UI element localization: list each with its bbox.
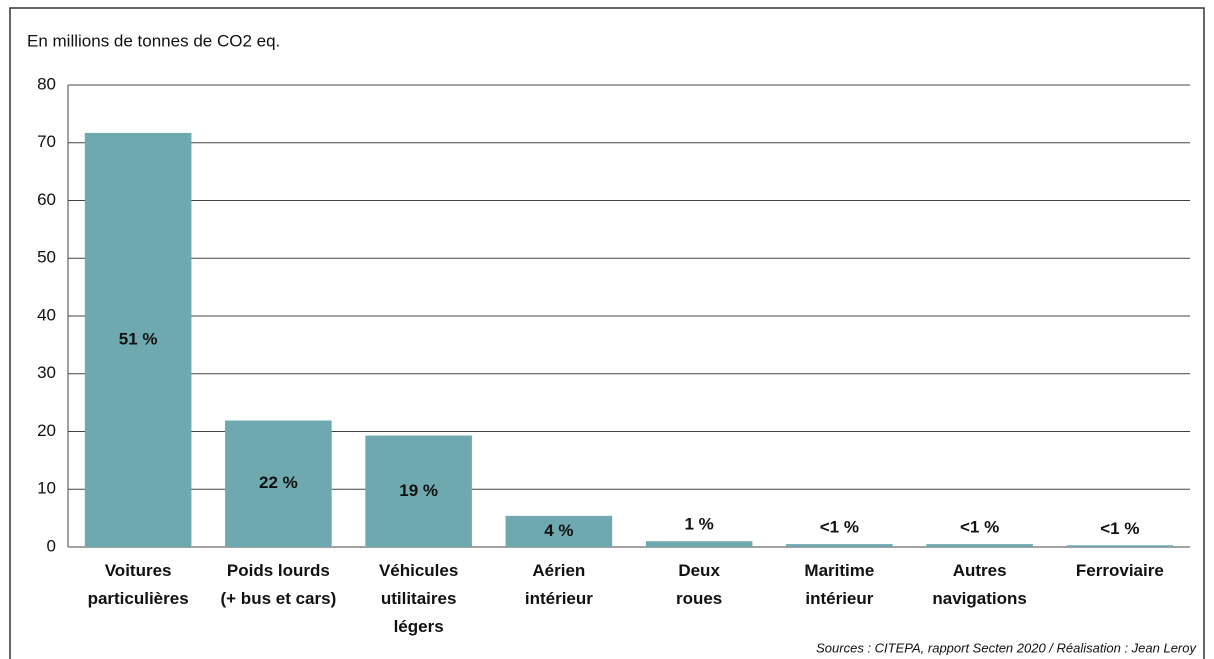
data-label: 19 % <box>399 481 438 500</box>
data-label: 51 % <box>119 329 158 348</box>
x-tick-label: Deux roues <box>676 561 722 608</box>
x-tick-label: Autres navigations <box>932 561 1026 608</box>
data-label: <1 % <box>820 518 859 537</box>
chart-title: En millions de tonnes de CO2 eq. <box>27 31 280 50</box>
y-tick-label: 60 <box>37 190 56 209</box>
y-tick-label: 50 <box>37 248 56 267</box>
bar <box>786 544 893 547</box>
x-tick-line: légers <box>394 617 444 636</box>
bar <box>926 544 1033 547</box>
y-tick-label: 70 <box>37 132 56 151</box>
y-tick-label: 10 <box>37 479 56 498</box>
x-tick-label: Voitures particulières <box>88 561 189 608</box>
data-label: 22 % <box>259 473 298 492</box>
x-tick-line: Poids lourds <box>227 561 330 580</box>
y-tick-label: 30 <box>37 363 56 382</box>
x-tick-line: intérieur <box>525 589 593 608</box>
data-label: 1 % <box>684 515 713 534</box>
y-tick-label: 20 <box>37 421 56 440</box>
x-tick-line: navigations <box>932 589 1026 608</box>
y-tick-label: 40 <box>37 305 56 324</box>
y-tick-label: 80 <box>37 74 56 93</box>
bar <box>1066 545 1174 547</box>
bar <box>225 420 332 547</box>
x-tick-line: Maritime <box>804 561 874 580</box>
x-tick-line: Ferroviaire <box>1076 561 1164 580</box>
x-tick-label: Maritime intérieur <box>804 561 874 608</box>
x-tick-line: Autres <box>953 561 1007 580</box>
x-tick-line: utilitaires <box>381 589 457 608</box>
data-label: 4 % <box>544 521 573 540</box>
x-tick-line: intérieur <box>805 589 873 608</box>
x-tick-label: Poids lourds (+ bus et cars) <box>221 561 337 608</box>
data-label: <1 % <box>960 518 999 537</box>
y-tick-label: 0 <box>47 536 56 555</box>
x-tick-label: Aérien intérieur <box>525 561 593 608</box>
bar <box>84 132 192 547</box>
data-label: <1 % <box>1100 519 1139 538</box>
x-tick-label: Véhicules utilitaires légers <box>379 561 458 636</box>
source: Sources : CITEPA, rapport Secten 2020 / … <box>816 640 1197 655</box>
x-tick-line: roues <box>676 589 722 608</box>
x-tick-line: (+ bus et cars) <box>221 589 337 608</box>
x-tick-line: Deux <box>678 561 720 580</box>
bar <box>365 435 472 547</box>
x-tick-label: Ferroviaire <box>1076 561 1164 580</box>
x-tick-line: Véhicules <box>379 561 458 580</box>
x-tick-line: Aérien <box>532 561 585 580</box>
frame <box>9 7 1205 659</box>
bar <box>645 541 753 547</box>
x-tick-line: particulières <box>88 589 189 608</box>
x-tick-line: Voitures <box>105 561 172 580</box>
bar <box>505 515 613 547</box>
